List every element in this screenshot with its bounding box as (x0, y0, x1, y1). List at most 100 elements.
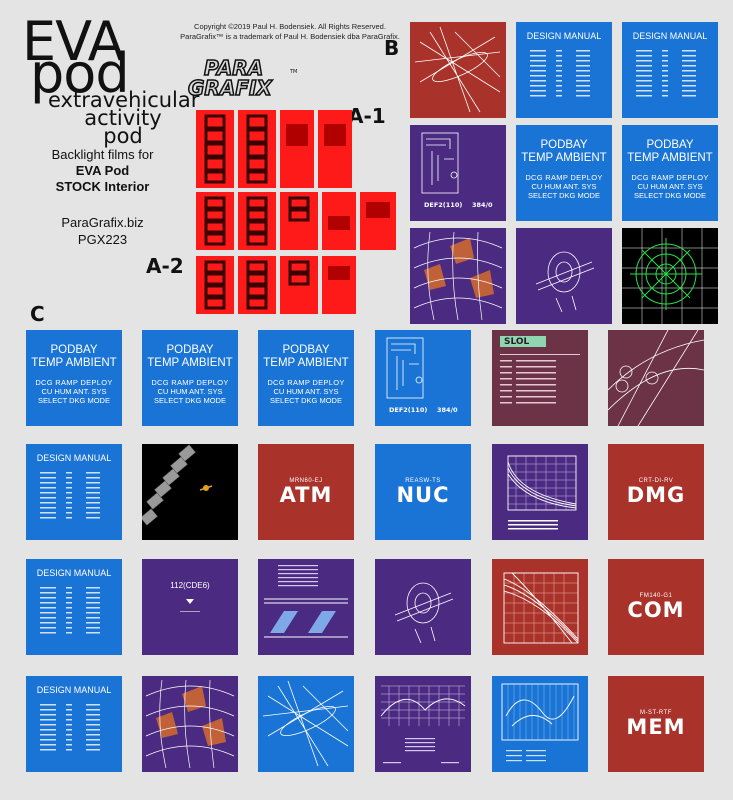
tile-b-podbay-1: PODBAY TEMP AMBIENT DCG RAMP DEPLOY CU H… (516, 125, 612, 221)
tile-title: DESIGN MANUAL (36, 453, 112, 463)
label-c: C (30, 302, 45, 326)
tile-b-pod-wireframe (516, 228, 612, 324)
tile-c-space-photo (142, 444, 238, 540)
tile-b-design-manual-2: DESIGN MANUAL (622, 22, 718, 118)
podbay-s1: DCG RAMP DEPLOY (631, 173, 709, 182)
film-a1-3 (280, 110, 314, 188)
film-a2-7 (238, 256, 276, 314)
copyright-line1: Copyright ©2019 Paul H. Bodensiek. All R… (194, 22, 386, 31)
podbay-line2: TEMP AMBIENT (521, 152, 607, 164)
tile-c-podbay-1: PODBAY TEMP AMBIENT DCG RAMP DEPLOY CU H… (26, 330, 122, 426)
def2-left: DEF2(110) (424, 201, 462, 209)
podbay-s3: SELECT DKG MODE (528, 191, 600, 200)
mem-word: MEM (626, 715, 686, 739)
tile-title: DESIGN MANUAL (632, 31, 708, 41)
atm-word: ATM (279, 483, 333, 507)
info-line3: STOCK Interior (55, 179, 150, 194)
logo-line2: GRAFIX (188, 76, 273, 99)
title-pod: pod (30, 42, 130, 105)
info-line1: Backlight films for (51, 147, 154, 162)
tile-b-map (410, 228, 506, 324)
nuc-word: NUC (396, 483, 450, 507)
podbay-line2: TEMP AMBIENT (627, 152, 713, 164)
tile-c-dmg: CRT-DI-RV DMG (608, 444, 704, 540)
tile-c-podbay-3: PODBAY TEMP AMBIENT DCG RAMP DEPLOY CU H… (258, 330, 354, 426)
podbay-line1: PODBAY (282, 344, 330, 356)
podbay-line1: PODBAY (646, 139, 694, 151)
tile-c-design-manual-2: DESIGN MANUAL (26, 559, 122, 655)
tile-c-def2: DEF2(110) 384/0 (375, 330, 471, 426)
tile-c-graph (492, 444, 588, 540)
film-a2-2 (238, 192, 276, 250)
film-a2-8 (280, 256, 318, 314)
podbay-line2: TEMP AMBIENT (263, 357, 349, 369)
tile-c-pod-wireframe (375, 559, 471, 655)
logo-tm: TM (289, 69, 297, 75)
podbay-s1: DCG RAMP DEPLOY (35, 378, 113, 387)
film-a2-1 (196, 192, 234, 250)
def2-right: 384/0 (437, 406, 458, 414)
film-a2-4 (322, 192, 356, 250)
tile-c-parallelograms (258, 559, 354, 655)
subtitle-line3: pod (103, 124, 143, 148)
subtitle-line2: activity (84, 106, 162, 130)
podbay-line2: TEMP AMBIENT (31, 357, 117, 369)
podbay-s2: CU HUM ANT. SYS (531, 182, 597, 191)
film-a2-3 (280, 192, 318, 250)
tile-b-def2: DEF2(110) 384/0 (410, 125, 506, 221)
podbay-line1: PODBAY (540, 139, 588, 151)
podbay-s1: DCG RAMP DEPLOY (525, 173, 603, 182)
tile-b-design-manual-1: DESIGN MANUAL (516, 22, 612, 118)
tile-c-map (142, 676, 238, 772)
tile-b-wireframe (410, 22, 506, 118)
tile-c-wireframe (258, 676, 354, 772)
dmg-word: DMG (626, 483, 686, 507)
logo-line1: PARA (204, 56, 263, 80)
slol-label: SLOL (504, 337, 530, 347)
film-a2-6 (196, 256, 234, 314)
tile-c-spheres (608, 330, 704, 426)
podbay-s2: CU HUM ANT. SYS (637, 182, 703, 191)
tile-c-slol: SLOL (492, 330, 588, 426)
label-b: B (384, 36, 400, 60)
mem-small: M-ST-RTF (640, 710, 672, 716)
tile-title: DESIGN MANUAL (36, 685, 112, 695)
dmg-small: CRT-DI-RV (638, 478, 674, 484)
copyright-notice: Copyright ©2019 Paul H. Bodensiek. All R… (180, 22, 400, 42)
copyright-line2: ParaGrafix™ is a trademark of Paul H. Bo… (180, 32, 400, 41)
tile-c-atm: MRN60-EJ ATM (258, 444, 354, 540)
tile-c-curves (492, 559, 588, 655)
film-a2-5 (360, 192, 396, 250)
podbay-line1: PODBAY (50, 344, 98, 356)
film-a1-2 (238, 110, 276, 188)
podbay-line2: TEMP AMBIENT (147, 357, 233, 369)
title-eva: EVA (22, 10, 125, 73)
info-code: PGX223 (77, 232, 128, 247)
def2-right: 384/0 (472, 201, 493, 209)
tile-c-design-manual-1: DESIGN MANUAL (26, 444, 122, 540)
podbay-line1: PODBAY (166, 344, 214, 356)
info-line2: EVA Pod (75, 163, 130, 178)
info-site: ParaGrafix.biz (61, 215, 144, 230)
tile-c-cde6: 112(CDE6) (142, 559, 238, 655)
tile-b-radar (622, 228, 718, 324)
def2-left: DEF2(110) (389, 406, 427, 414)
atm-small: MRN60-EJ (289, 478, 323, 484)
com-word: COM (627, 598, 685, 622)
nuc-small: REASW-TS (405, 478, 441, 484)
podbay-s3: SELECT DKG MODE (270, 396, 342, 405)
podbay-s2: CU HUM ANT. SYS (41, 387, 107, 396)
tile-c-podbay-2: PODBAY TEMP AMBIENT DCG RAMP DEPLOY CU H… (142, 330, 238, 426)
tile-c-design-manual-3: DESIGN MANUAL (26, 676, 122, 772)
film-a2-9 (322, 256, 356, 314)
tile-c-landscape (375, 676, 471, 772)
cde6-label: 112(CDE6) (170, 581, 210, 590)
podbay-s3: SELECT DKG MODE (634, 191, 706, 200)
label-a1: A-1 (348, 104, 386, 128)
podbay-s3: SELECT DKG MODE (38, 396, 110, 405)
tile-b-podbay-2: PODBAY TEMP AMBIENT DCG RAMP DEPLOY CU H… (622, 125, 718, 221)
com-small: FM140-G1 (639, 593, 673, 599)
podbay-s1: DCG RAMP DEPLOY (151, 378, 229, 387)
tile-c-mem: M-ST-RTF MEM (608, 676, 704, 772)
label-a2: A-2 (146, 254, 184, 278)
